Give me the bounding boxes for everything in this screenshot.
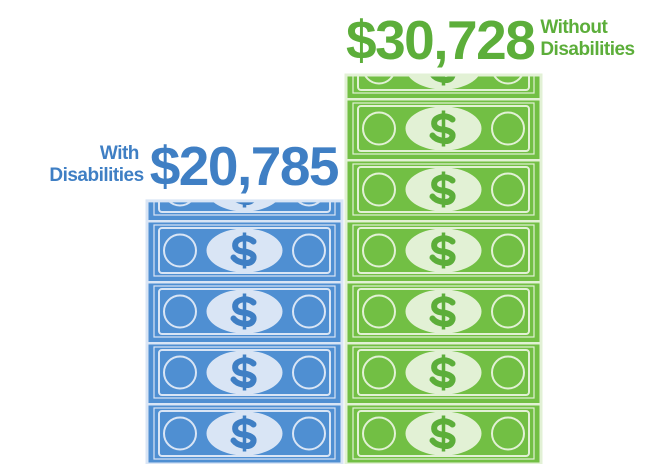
category-label: Without Disabilities: [540, 17, 634, 60]
value-label: $20,785: [150, 135, 339, 197]
money-stack: [145, 199, 344, 464]
money-stack: [344, 73, 543, 464]
value-label: $30,728: [346, 9, 534, 71]
category-label: With Disabilities: [49, 143, 143, 186]
